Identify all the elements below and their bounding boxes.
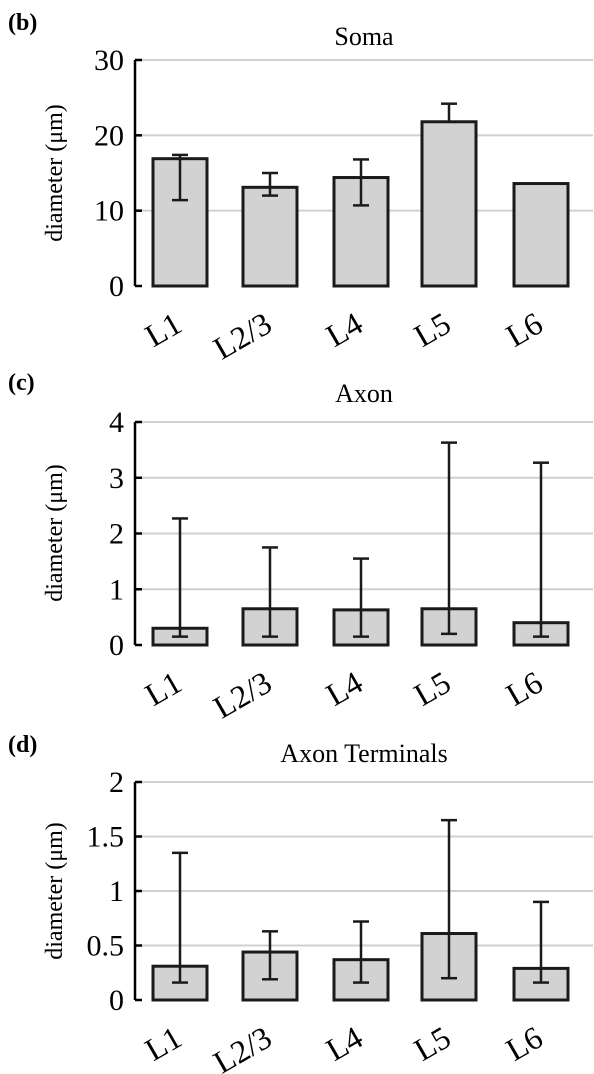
x-tick-label: L6: [500, 1019, 549, 1068]
chart-panel-1: (c) Axon 0 1 2 3 4 diameter (μm) L1 L2/3 L4 L5 L6: [8, 370, 593, 725]
x-tick-label: L5: [408, 1019, 457, 1068]
panel-label: (c): [8, 370, 35, 396]
x-tick-label: L2/3: [207, 305, 277, 366]
x-tick-label: L1: [139, 1019, 188, 1068]
y-axis-label: diameter (μm): [42, 822, 68, 959]
x-tick-label: L4: [320, 1019, 369, 1068]
y-tick-label: 3: [109, 462, 124, 495]
x-tick-label: L5: [408, 664, 457, 713]
x-tick-label: L1: [139, 305, 188, 354]
y-tick-label: 10: [94, 195, 124, 228]
x-tick-label: L4: [320, 305, 369, 354]
bar-L2/3: [241, 185, 299, 288]
panel-label: (b): [8, 10, 37, 36]
bar-L5: [420, 120, 478, 288]
x-tick-label: L2/3: [207, 1019, 277, 1074]
chart-panel-0: (b) Soma 0 10 20 30 diameter (μm) L1 L2/3 L4 L5 L6: [8, 10, 593, 366]
y-tick-label: 2: [109, 518, 124, 551]
y-tick-label: 0.5: [87, 930, 125, 963]
x-tick-label: L4: [320, 664, 369, 713]
y-tick-label: 1: [109, 875, 124, 908]
y-axis-label: diameter (μm): [42, 464, 68, 601]
x-tick-label: L5: [408, 305, 457, 354]
y-tick-label: 30: [94, 44, 124, 77]
chart-panel-2: (d) Axon Terminals 0 0.5 1 1.5 2 diameter (μm) L…: [8, 732, 593, 1074]
y-tick-label: 0: [109, 629, 124, 662]
x-tick-label: L6: [500, 305, 549, 354]
chart-title: Axon Terminals: [280, 739, 447, 768]
panel-label: (d): [8, 732, 37, 758]
x-tick-label: L1: [139, 664, 188, 713]
y-tick-label: 4: [109, 406, 124, 439]
chart-title: Axon: [335, 379, 393, 408]
y-tick-label: 20: [94, 119, 124, 152]
x-tick-label: L2/3: [207, 664, 277, 725]
x-tick-label: L6: [500, 664, 549, 713]
chart-title: Soma: [334, 22, 394, 51]
y-tick-label: 2: [109, 766, 124, 799]
bar-L6: [512, 182, 570, 288]
y-tick-label: 1.5: [87, 821, 125, 854]
y-tick-label: 1: [109, 573, 124, 606]
y-tick-label: 0: [109, 270, 124, 303]
y-tick-label: 0: [109, 984, 124, 1017]
y-axis-label: diameter (μm): [42, 104, 68, 241]
